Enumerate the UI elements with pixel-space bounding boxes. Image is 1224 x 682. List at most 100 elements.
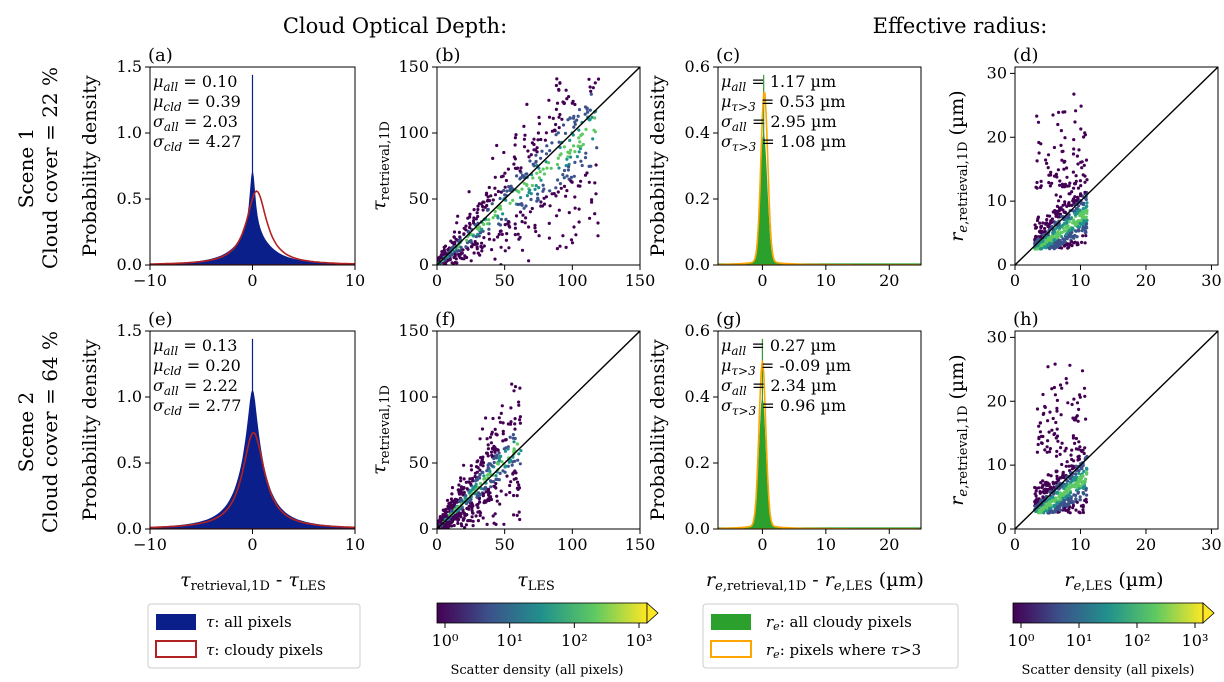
scatter-point-b <box>527 155 531 159</box>
xtick-label-h: 10 <box>1070 535 1090 554</box>
scatter-point-b <box>567 95 571 99</box>
scatter-point-b <box>596 221 600 225</box>
scatter-point-d <box>1054 227 1058 231</box>
scatter-point-f <box>452 523 456 528</box>
scatter-point-b <box>544 131 549 135</box>
scatter-point-b <box>555 247 560 251</box>
scatter-point-h <box>1056 439 1060 443</box>
scatter-point-h <box>1062 486 1066 490</box>
scatter-point-h <box>1065 460 1069 464</box>
scatter-point-f <box>494 481 498 486</box>
scatter-point-f <box>501 421 505 425</box>
scatter-point-b <box>562 176 566 180</box>
scatter-point-h <box>1063 449 1067 453</box>
scatter-point-h <box>1041 479 1045 483</box>
scatter-point-d <box>1084 229 1088 233</box>
scatter-point-h <box>1038 491 1042 495</box>
scatter-point-f <box>494 474 498 478</box>
scatter-point-d <box>1067 213 1071 217</box>
scatter-point-f <box>461 493 465 497</box>
scatter-point-h <box>1055 449 1059 453</box>
scatter-point-d <box>1085 218 1089 222</box>
ytick-label-b: 50 <box>409 189 429 208</box>
scatter-point-b <box>466 229 470 233</box>
scatter-point-h <box>1055 490 1059 494</box>
ytick-label-b: 100 <box>398 123 429 142</box>
scatter-point-b <box>493 193 498 197</box>
scatter-point-b <box>530 206 534 211</box>
scatter-point-b <box>490 202 494 206</box>
scatter-point-d <box>1073 195 1077 199</box>
scatter-point-d <box>1076 186 1081 190</box>
scatter-point-d <box>1072 201 1076 205</box>
scatter-point-b <box>524 216 528 220</box>
ytick-label-f: 0 <box>419 519 429 538</box>
scatter-point-b <box>454 237 458 241</box>
scatter-point-h <box>1046 497 1051 501</box>
scatter-point-f <box>462 463 466 467</box>
scatter-point-d <box>1044 158 1048 162</box>
scatter-point-f <box>495 453 499 457</box>
scatter-point-h <box>1044 508 1048 513</box>
scatter-point-f <box>458 491 462 496</box>
scatter-point-f <box>510 463 514 467</box>
scatter-point-d <box>1039 230 1043 234</box>
ytick-label-g: 0.2 <box>685 453 710 472</box>
scatter-point-h <box>1067 494 1072 498</box>
scatter-point-f <box>486 487 491 491</box>
scatter-point-f <box>497 457 501 461</box>
scatter-point-h <box>1046 439 1050 443</box>
scatter-point-f <box>462 477 466 481</box>
scatter-point-f <box>459 476 463 480</box>
scatter-point-d <box>1060 246 1064 250</box>
scatter-point-b <box>477 234 481 238</box>
scatter-point-h <box>1053 362 1057 366</box>
scatter-point-d <box>1045 214 1050 218</box>
scatter-point-b <box>491 156 495 160</box>
scatter-point-f <box>452 515 456 519</box>
scatter-point-d <box>1070 230 1074 234</box>
scatter-point-b <box>519 166 523 170</box>
scatter-point-b <box>573 150 577 154</box>
scatter-point-f <box>518 517 522 522</box>
scatter-point-d <box>1064 229 1068 233</box>
scatter-point-b <box>457 230 461 234</box>
scatter-point-f <box>469 504 473 508</box>
scatter-point-f <box>459 479 463 483</box>
scatter-point-d <box>1062 238 1066 242</box>
scatter-point-b <box>533 223 537 227</box>
scatter-point-f <box>489 441 493 445</box>
scatter-point-f <box>513 436 517 441</box>
scatter-point-b <box>532 142 536 147</box>
scatter-point-f <box>466 519 470 523</box>
xtick-label-g: 10 <box>816 535 836 554</box>
scatter-point-b <box>446 258 450 262</box>
scatter-point-f <box>492 484 496 488</box>
scatter-point-h <box>1033 504 1037 508</box>
scatter-point-f <box>486 443 490 447</box>
stat-a-2: σall = 2.03 <box>153 112 238 134</box>
scatter-point-b <box>577 128 581 132</box>
scatter-point-h <box>1055 406 1059 410</box>
scatter-point-d <box>1060 182 1064 186</box>
scatter-point-f <box>517 403 521 407</box>
scatter-point-b <box>498 196 502 201</box>
scatter-point-d <box>1076 242 1080 247</box>
scatter-point-b <box>536 192 540 196</box>
scatter-point-b <box>593 24 596 27</box>
scatter-point-b <box>558 112 562 117</box>
scatter-point-h <box>1033 485 1037 490</box>
scatter-point-d <box>1063 243 1067 248</box>
scatter-point-h <box>1065 488 1069 492</box>
scatter-point-b <box>593 212 597 216</box>
scatter-point-b <box>514 214 519 218</box>
scatter-point-b <box>462 232 466 236</box>
scatter-point-f <box>486 447 490 451</box>
scatter-point-b <box>496 206 500 210</box>
scatter-point-d <box>1069 217 1073 221</box>
xtick-label-c: 20 <box>879 271 899 290</box>
scatter-point-d <box>1050 181 1054 185</box>
colorbar-1: 10⁰ 10¹ 10² 10³ Scatter density (all pixels… <box>432 602 659 678</box>
scatter-point-d <box>1077 148 1081 152</box>
scatter-point-b <box>537 122 542 126</box>
